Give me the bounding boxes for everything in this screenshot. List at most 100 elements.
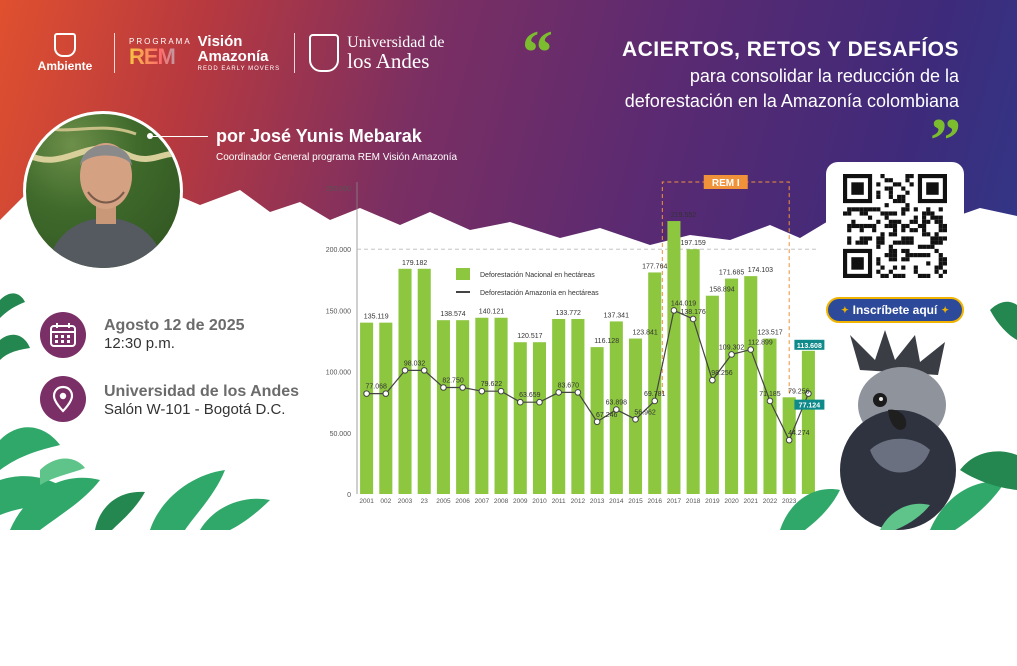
bar-national bbox=[436, 320, 450, 494]
bar-data-label: 79.256 bbox=[788, 388, 810, 395]
line-data-label: 77.068 bbox=[365, 384, 387, 391]
x-tick-label: 2019 bbox=[705, 498, 720, 505]
point-amazonia bbox=[670, 307, 678, 314]
x-tick-label: 2013 bbox=[590, 498, 605, 505]
bar-national bbox=[801, 350, 815, 494]
close-quote-icon: ” bbox=[930, 107, 961, 175]
bar-data-label: 197.159 bbox=[680, 240, 705, 247]
x-tick-label: 23 bbox=[421, 498, 429, 505]
qr-code-icon[interactable] bbox=[839, 174, 951, 278]
rem-label: REM I bbox=[712, 178, 740, 189]
bar-data-label: 140.121 bbox=[479, 309, 504, 316]
event-datetime: Agosto 12 de 2025 12:30 p.m. bbox=[104, 316, 245, 353]
connector-line bbox=[150, 136, 208, 137]
bar-national bbox=[398, 268, 412, 494]
bar-national bbox=[686, 249, 700, 494]
line-data-label: 98.032 bbox=[404, 360, 426, 367]
legend-swatch-national bbox=[456, 268, 470, 280]
location-pin-icon bbox=[40, 376, 86, 422]
point-amazonia bbox=[728, 351, 735, 358]
point-amazonia bbox=[382, 390, 390, 397]
point-amazonia bbox=[766, 397, 774, 405]
bar-data-label: 113.608 bbox=[797, 343, 822, 350]
register-button[interactable]: ✦ Inscríbete aquí ✦ bbox=[826, 297, 964, 323]
bar-national bbox=[513, 342, 527, 494]
x-tick-label: 2010 bbox=[532, 498, 547, 505]
line-data-label: 109.302 bbox=[719, 344, 744, 351]
harpy-eagle-illustration bbox=[840, 330, 956, 530]
jungle-foliage-decoration bbox=[0, 293, 1017, 530]
bar-data-label: 177.764 bbox=[642, 263, 667, 270]
point-amazonia bbox=[516, 398, 524, 406]
line-data-label: 67.246 bbox=[596, 412, 618, 419]
data-label-box bbox=[794, 339, 825, 350]
point-amazonia bbox=[420, 367, 428, 374]
line-data-label: 144.019 bbox=[671, 300, 696, 307]
logo-divider bbox=[294, 33, 296, 73]
x-tick-label: 2012 bbox=[571, 498, 586, 505]
bar-national bbox=[571, 318, 585, 494]
x-tick-label: 2001 bbox=[359, 498, 374, 505]
bar-data-label: 120.517 bbox=[517, 333, 542, 340]
uniandes-logo: Universidad de los Andes bbox=[309, 34, 444, 72]
point-amazonia bbox=[440, 384, 447, 391]
qr-code-card[interactable] bbox=[826, 162, 964, 290]
bar-national bbox=[379, 322, 393, 494]
line-data-label: 98.256 bbox=[711, 370, 733, 377]
headline-line-3: deforestación en la Amazonía colombiana bbox=[624, 91, 959, 112]
bar-national bbox=[725, 278, 739, 494]
point-amazonia bbox=[555, 389, 562, 396]
bar-national bbox=[763, 338, 777, 494]
point-amazonia bbox=[478, 387, 486, 395]
line-data-label: 56.962 bbox=[634, 409, 656, 416]
point-amazonia bbox=[651, 397, 659, 405]
mountain-silhouette bbox=[0, 180, 1017, 530]
rem-vision-amazonia-logo: PROGRAMA REM Visión Amazonía REDD EARLY … bbox=[129, 33, 281, 72]
point-amazonia bbox=[401, 367, 409, 374]
bar-national bbox=[360, 322, 374, 494]
sparkle-icon: ✦ bbox=[941, 304, 949, 315]
x-tick-label: 2008 bbox=[494, 498, 509, 505]
speaker-role: Coordinador General programa REM Visión … bbox=[216, 152, 458, 163]
bar-data-label: 135.119 bbox=[364, 314, 389, 321]
x-tick-label: 2023 bbox=[782, 498, 797, 505]
data-label-box bbox=[794, 399, 825, 410]
y-tick-label: 100.000 bbox=[326, 370, 351, 377]
x-tick-label: 2021 bbox=[744, 498, 759, 505]
bar-data-label: 123.517 bbox=[757, 330, 782, 337]
legend-label-amazonia: Deforestación Amazonía en hectáreas bbox=[480, 290, 599, 297]
rem-label-box bbox=[703, 175, 748, 189]
point-amazonia bbox=[593, 418, 601, 426]
headline-line-2: para consolidar la reducción de la bbox=[689, 66, 959, 86]
x-tick-label: 2003 bbox=[398, 498, 413, 505]
point-amazonia bbox=[574, 389, 582, 396]
bar-data-label: 138.574 bbox=[440, 311, 465, 318]
line-data-label: 79.622 bbox=[481, 381, 503, 388]
bar-national bbox=[475, 317, 489, 494]
bar-national bbox=[782, 397, 796, 494]
bar-data-label: 137.341 bbox=[604, 312, 629, 319]
point-amazonia bbox=[785, 436, 793, 444]
event-time: 12:30 p.m. bbox=[104, 335, 175, 353]
bar-data-label: 123.841 bbox=[632, 330, 657, 337]
ambiente-logo: Ambiente bbox=[30, 33, 100, 73]
bar-data-label: 158.894 bbox=[709, 287, 734, 294]
point-amazonia bbox=[459, 384, 466, 391]
x-tick-label: 2006 bbox=[455, 498, 470, 505]
logo-divider bbox=[114, 33, 115, 73]
speaker-photo bbox=[23, 111, 183, 271]
line-data-label: 77.124 bbox=[799, 403, 821, 410]
bar-data-label: 171.685 bbox=[719, 270, 744, 277]
uniandes-shield-icon bbox=[309, 34, 340, 72]
legend-label-national: Deforestación Nacional en hectáreas bbox=[480, 272, 595, 279]
x-tick-label: 2011 bbox=[552, 498, 566, 505]
y-tick-label: 0 bbox=[347, 492, 351, 499]
x-tick-label: 2009 bbox=[513, 498, 528, 505]
x-tick-label: 2020 bbox=[724, 498, 739, 505]
line-data-label: 83.670 bbox=[558, 382, 580, 389]
x-tick-label: 2005 bbox=[436, 498, 451, 505]
bar-national bbox=[705, 295, 719, 494]
point-amazonia bbox=[709, 376, 716, 384]
bar-national bbox=[532, 342, 547, 494]
event-location: Universidad de los Andes Salón W-101 - B… bbox=[104, 382, 299, 419]
